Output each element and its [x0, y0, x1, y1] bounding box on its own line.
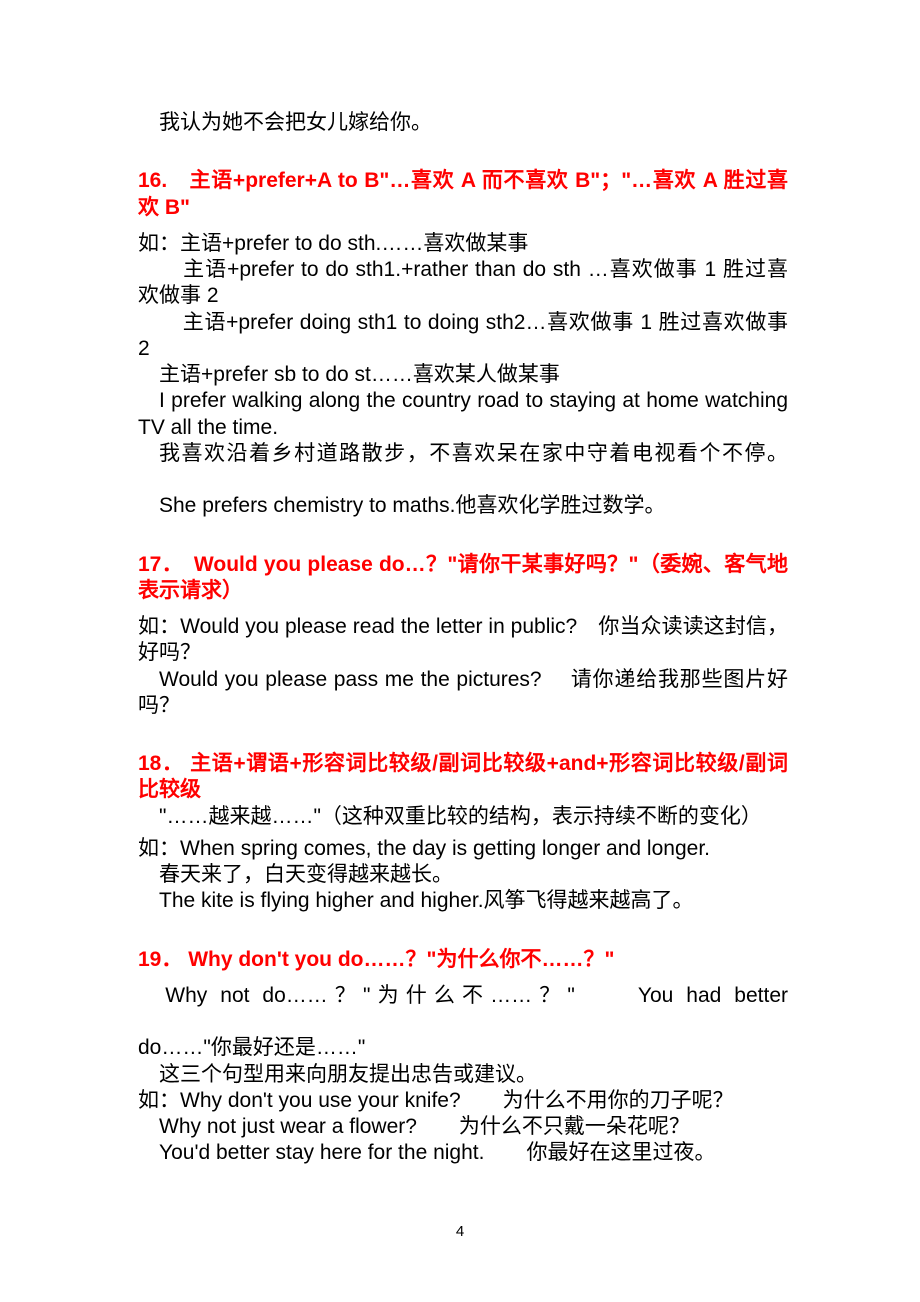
section-18-heading: 18． 主语+谓语+形容词比较级/副词比较级+and+形容词比较级/副词比较级	[138, 751, 788, 804]
s16-line-2: 主语+prefer to do sth1.+rather than do sth…	[138, 257, 788, 310]
document-page: 我认为她不会把女儿嫁给你。 16. 主语+prefer+A to B"…喜欢 A…	[0, 0, 920, 1302]
s18-line-2: 春天来了，白天变得越来越长。	[138, 862, 788, 888]
s19-line-2: 这三个句型用来向朋友提出忠告或建议。	[138, 1062, 788, 1088]
s19-line-5: You'd better stay here for the night. 你最…	[138, 1140, 788, 1166]
s19-line-1c: do……"你最好还是……"	[138, 1035, 788, 1061]
s19-line-3: 如：Why don't you use your knife? 为什么不用你的刀…	[138, 1088, 788, 1114]
s16-line-4: 主语+prefer sb to do st……喜欢某人做某事	[138, 362, 788, 388]
s19-line-1a: Why not do……？"为什么不……？"	[165, 984, 575, 1007]
s16-line-6: 我喜欢沿着乡村道路散步，不喜欢呆在家中守着电视看个不停。	[138, 441, 788, 494]
s16-line-5: I prefer walking along the country road …	[138, 388, 788, 441]
section-16-heading: 16. 主语+prefer+A to B"…喜欢 A 而不喜欢 B"；"…喜欢 …	[138, 168, 788, 221]
s17-line-1: 如：Would you please read the letter in pu…	[138, 614, 788, 667]
page-number: 4	[0, 1223, 920, 1242]
s19-line-4: Why not just wear a flower? 为什么不只戴一朵花呢？	[138, 1114, 788, 1140]
top-fragment: 我认为她不会把女儿嫁给你。	[138, 110, 788, 136]
s19-line-1: Why not do……？"为什么不……？" You had better	[138, 983, 788, 1036]
s18-line-3: The kite is flying higher and higher.风筝飞…	[138, 888, 788, 914]
section-18-sub: "……越来越……"（这种双重比较的结构，表示持续不断的变化）	[138, 804, 788, 830]
s18-line-1: 如：When spring comes, the day is getting …	[138, 836, 788, 862]
section-18-body: 如：When spring comes, the day is getting …	[138, 836, 788, 915]
section-17-body: 如：Would you please read the letter in pu…	[138, 614, 788, 719]
s16-line-3-text: 主语+prefer doing sth1 to doing sth2…喜欢做事 …	[138, 311, 788, 360]
section-19-heading: 19． Why don't you do……？"为什么你不……？"	[138, 947, 788, 973]
s16-line-2-text: 主语+prefer to do sth1.+rather than do sth…	[138, 258, 788, 307]
s19-line-1b: You had better	[638, 984, 788, 1007]
s17-line-2: Would you please pass me the pictures? 请…	[138, 667, 788, 720]
s16-line-3: 主语+prefer doing sth1 to doing sth2…喜欢做事 …	[138, 310, 788, 363]
section-17-heading: 17． Would you please do…？"请你干某事好吗？"（委婉、客…	[138, 552, 788, 605]
s16-line-1: 如：主语+prefer to do sth.……喜欢做某事	[138, 231, 788, 257]
section-16-body: 如：主语+prefer to do sth.……喜欢做某事 主语+prefer …	[138, 231, 788, 520]
section-19-body: Why not do……？"为什么不……？" You had better do……	[138, 983, 788, 1167]
s16-line-7: She prefers chemistry to maths.他喜欢化学胜过数学…	[138, 493, 788, 519]
